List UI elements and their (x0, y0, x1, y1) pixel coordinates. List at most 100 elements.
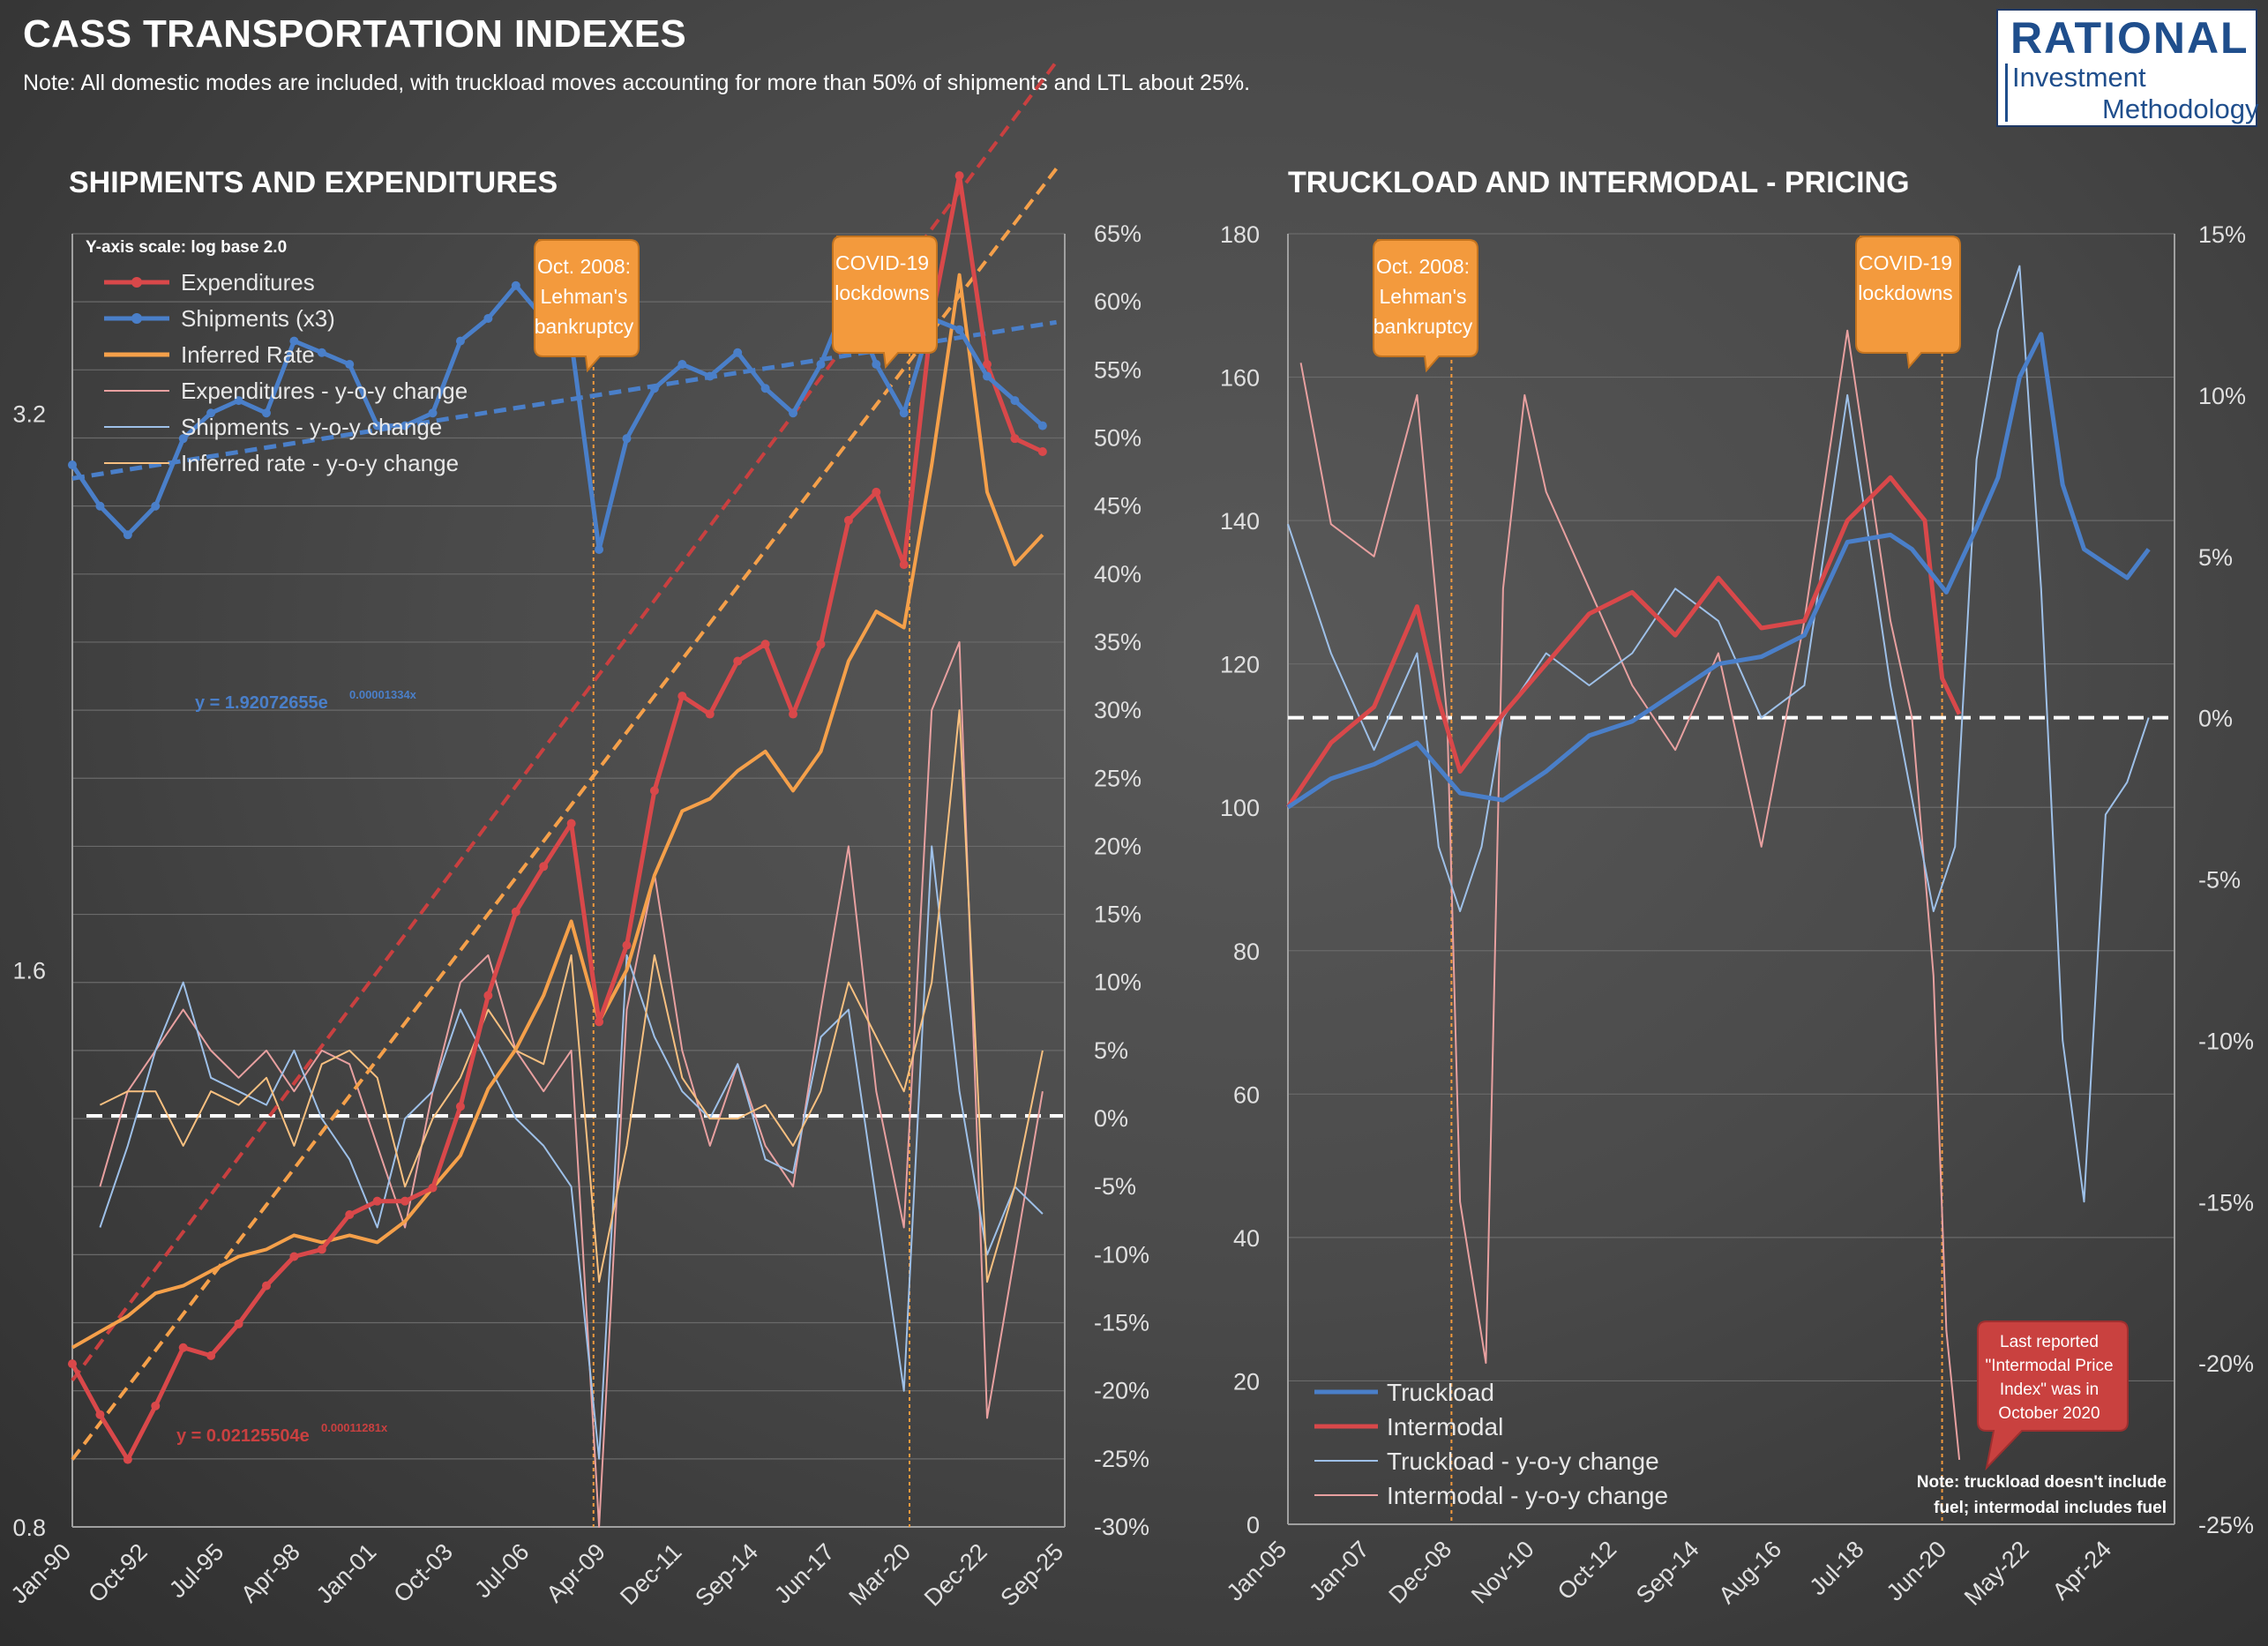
right-tick-label: 25% (1094, 765, 1141, 791)
x-tick-label: Aug-16 (1713, 1536, 1786, 1609)
left-tick-label: 80 (1233, 939, 1260, 965)
series-marker-1 (68, 460, 77, 470)
x-tick-label: May-22 (1959, 1536, 2034, 1611)
right-tick-label: 65% (1094, 221, 1141, 247)
series-marker-1 (595, 545, 604, 555)
legend-label: Truckload (1387, 1379, 1494, 1406)
series-marker-0 (345, 1209, 355, 1219)
series-line-3 (99, 640, 1044, 1528)
series-marker-0 (566, 819, 576, 828)
series-marker-1 (234, 396, 243, 406)
series-marker-1 (289, 336, 299, 346)
x-tick-label: Oct-12 (1553, 1536, 1622, 1605)
series-line-3 (1299, 329, 1961, 1460)
series-marker-1 (899, 408, 909, 418)
right-tick-label: 35% (1094, 629, 1141, 655)
right-tick-label: -25% (1094, 1446, 1149, 1472)
series-line-2 (1287, 265, 2150, 1203)
series-line-1 (1285, 475, 1962, 809)
right-tick-label: 15% (2198, 221, 2246, 248)
legend-label: Expenditures - y-o-y change (181, 378, 468, 404)
right-tick-label: -20% (1094, 1378, 1149, 1404)
left-tick-label: 0 (1246, 1512, 1260, 1538)
left-tick-label: 160 (1220, 365, 1260, 392)
series-marker-0 (816, 640, 826, 649)
x-tick-label: Nov-10 (1466, 1536, 1539, 1609)
right-tick-label: -15% (1094, 1310, 1149, 1336)
fuel-note: Note: truckload doesn't include (1917, 1473, 2167, 1492)
lehman-callout-box (534, 239, 640, 373)
series-marker-1 (511, 281, 520, 290)
series-marker-0 (789, 709, 798, 719)
covid-callout-text: lockdowns (835, 281, 929, 304)
last-reported-text: "Intermodal Price (1985, 1357, 2113, 1375)
right-tick-label: -10% (1094, 1241, 1149, 1268)
right-tick-label: -30% (1094, 1514, 1149, 1540)
series-marker-0 (372, 1196, 382, 1206)
right-tick-label: -20% (2198, 1350, 2254, 1377)
lehman-callout-text: Oct. 2008: (1376, 255, 1470, 278)
shipments-trend-exponent: 0.00001334x (349, 688, 417, 701)
expenditures-trend-exponent: 0.00011281x (321, 1421, 388, 1434)
left-tick-label: 140 (1220, 508, 1260, 535)
series-line-0 (70, 173, 1044, 1463)
series-marker-0 (455, 1102, 465, 1111)
x-tick-label: Jun-20 (1882, 1536, 1952, 1606)
series-marker-0 (95, 1410, 105, 1419)
series-marker-0 (317, 1245, 326, 1254)
series-marker-0 (400, 1196, 410, 1206)
right-tick-label: 0% (1094, 1105, 1128, 1132)
fuel-note: fuel; intermodal includes fuel (1934, 1499, 2167, 1517)
series-marker-0 (539, 862, 549, 872)
series-marker-0 (760, 640, 770, 649)
right-tick-label: -5% (1094, 1173, 1136, 1200)
series-marker-1 (733, 348, 743, 357)
logo-line-1: RATIONAL (2010, 13, 2249, 63)
page-note: Note: All domestic modes are included, w… (23, 71, 1251, 95)
series-marker-1 (206, 408, 216, 418)
right-tick-label: 0% (2198, 706, 2233, 732)
series-marker-0 (483, 991, 493, 1000)
legend-label: Shipments - y-o-y change (181, 414, 442, 440)
right-tick-label: 5% (1094, 1037, 1128, 1064)
logo-line-3: Methodology (2102, 94, 2259, 124)
right-tick-label: 30% (1094, 697, 1141, 723)
page-title: CASS TRANSPORTATION INDEXES (23, 12, 687, 56)
series-marker-1 (872, 360, 881, 370)
last-reported-callout-box (1977, 1321, 2129, 1471)
right-tick-label: 40% (1094, 561, 1141, 587)
series-marker-1 (705, 371, 715, 381)
left-tick-label: 0.8 (12, 1515, 46, 1541)
series-marker-0 (595, 1017, 604, 1027)
series-marker-1 (455, 336, 465, 346)
series-marker-1 (816, 360, 826, 370)
shipments-trend-equation: y = 1.92072655e (195, 693, 328, 713)
lehman-callout-text: Lehman's (1379, 285, 1466, 308)
left-tick-label: 120 (1220, 652, 1260, 678)
covid-callout-box (1855, 236, 1961, 370)
right-tick-label: 20% (1094, 833, 1141, 859)
series-marker-0 (983, 360, 992, 370)
series-marker-0 (622, 940, 632, 950)
series-marker-1 (428, 408, 438, 418)
right-tick-label: 15% (1094, 902, 1141, 928)
last-reported-text: Last reported (2000, 1333, 2099, 1351)
expenditures-trend-line (71, 60, 1059, 1382)
right-tick-label: 60% (1094, 288, 1141, 315)
left-tick-label: 100 (1220, 795, 1260, 821)
series-marker-1 (1037, 421, 1047, 430)
legend-marker (131, 277, 142, 288)
left-tick-label: 3.2 (12, 400, 46, 427)
legend-label: Inferred Rate (181, 341, 315, 368)
x-tick-label: Jan-07 (1304, 1536, 1374, 1606)
right-tick-label: 45% (1094, 493, 1141, 520)
right-chart-title: TRUCKLOAD AND INTERMODAL - PRICING (1288, 166, 1910, 199)
left-tick-label: 20 (1233, 1368, 1260, 1395)
last-reported-text: Index" was in (2000, 1380, 2099, 1399)
right-tick-label: 10% (2198, 383, 2246, 409)
series-marker-0 (123, 1455, 132, 1464)
left-tick-label: 1.6 (12, 958, 46, 984)
legend-label: Expenditures (181, 269, 315, 296)
lehman-callout-text: Lehman's (540, 285, 627, 308)
